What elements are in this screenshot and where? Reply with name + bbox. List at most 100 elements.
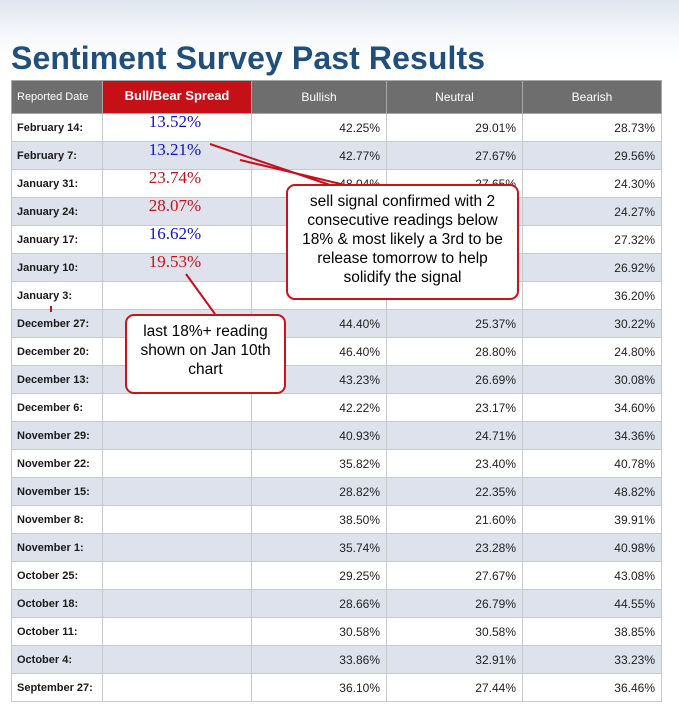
cell-neutral: 23.17% (386, 393, 523, 422)
cell-neutral: 22.35% (386, 477, 523, 506)
cell-bullish: 42.22% (251, 393, 387, 422)
spread-value: 13.52% (148, 112, 202, 131)
cell-spread (102, 505, 252, 534)
cell-spread (102, 421, 252, 450)
header-bullish: Bullish (251, 80, 387, 114)
cell-bearish: 43.08% (522, 561, 662, 590)
cell-bullish: 35.74% (251, 533, 387, 562)
spread-value: 23.74% (148, 168, 202, 187)
cell-date: September 27: (11, 673, 103, 702)
table-row: November 29: 40.93% 24.71% 34.36% (11, 421, 662, 450)
cell-date: November 1: (11, 533, 103, 562)
cell-neutral: 27.44% (386, 673, 523, 702)
sell-signal-callout: sell signal confirmed with 2 consecutive… (286, 184, 519, 300)
cell-spread (102, 617, 252, 646)
spread-value: 13.21% (148, 140, 202, 159)
cell-date: January 3: (11, 281, 103, 310)
table-row: October 25: 29.25% 27.67% 43.08% (11, 561, 662, 590)
cell-date: February 7: (11, 141, 103, 170)
cell-spread (102, 393, 252, 422)
cell-bullish: 30.58% (251, 617, 387, 646)
table-row: December 13: 43.23% 26.69% 30.08% (11, 365, 662, 394)
table-row: September 27: 36.10% 27.44% 36.46% (11, 673, 662, 702)
header-bearish: Bearish (522, 80, 662, 114)
header-reported-date: Reported Date (11, 80, 103, 114)
cell-bearish: 44.55% (522, 589, 662, 618)
table-row: November 22: 35.82% 23.40% 40.78% (11, 449, 662, 478)
cell-neutral: 27.67% (386, 561, 523, 590)
table-row: November 8: 38.50% 21.60% 39.91% (11, 505, 662, 534)
cell-spread (102, 589, 252, 618)
cell-neutral: 30.58% (386, 617, 523, 646)
cell-bullish: 40.93% (251, 421, 387, 450)
cell-bullish: 28.66% (251, 589, 387, 618)
table-row: December 27: 44.40% 25.37% 30.22% (11, 309, 662, 338)
cell-neutral: 32.91% (386, 645, 523, 674)
cell-date: October 4: (11, 645, 103, 674)
cell-bullish: 38.50% (251, 505, 387, 534)
cell-date: January 10: (11, 253, 103, 282)
cell-bearish: 27.32% (522, 225, 662, 254)
cell-spread (102, 449, 252, 478)
cell-date: December 13: (11, 365, 103, 394)
cell-bullish: 28.82% (251, 477, 387, 506)
cell-bearish: 33.23% (522, 645, 662, 674)
cell-date: December 6: (11, 393, 103, 422)
cell-neutral: 26.79% (386, 589, 523, 618)
table-row: October 4: 33.86% 32.91% 33.23% (11, 645, 662, 674)
cell-date: December 20: (11, 337, 103, 366)
cell-bearish: 48.82% (522, 477, 662, 506)
table-row: February 7: 42.77% 27.67% 29.56% (11, 141, 662, 170)
cell-bearish: 26.92% (522, 253, 662, 282)
cell-date: October 25: (11, 561, 103, 590)
cell-bearish: 40.78% (522, 449, 662, 478)
cell-bearish: 39.91% (522, 505, 662, 534)
cell-spread (102, 533, 252, 562)
cell-bullish: 33.86% (251, 645, 387, 674)
spread-value: 19.53% (148, 252, 202, 271)
cell-bearish: 30.22% (522, 309, 662, 338)
cell-neutral: 28.80% (386, 337, 523, 366)
cell-spread (102, 281, 252, 310)
cell-spread (102, 113, 252, 142)
cell-bearish: 24.80% (522, 337, 662, 366)
cell-date: November 22: (11, 449, 103, 478)
cell-date: November 15: (11, 477, 103, 506)
cell-spread (102, 645, 252, 674)
cell-bullish: 42.25% (251, 113, 387, 142)
cell-date: October 18: (11, 589, 103, 618)
cell-spread (102, 225, 252, 254)
page-title: Sentiment Survey Past Results (11, 40, 486, 76)
table-row: February 14: 42.25% 29.01% 28.73% (11, 113, 662, 142)
cell-date: January 24: (11, 197, 103, 226)
cell-bearish: 30.08% (522, 365, 662, 394)
cell-neutral: 27.67% (386, 141, 523, 170)
cell-neutral: 29.01% (386, 113, 523, 142)
cell-date: November 8: (11, 505, 103, 534)
cell-date: February 14: (11, 113, 103, 142)
cell-bearish: 28.73% (522, 113, 662, 142)
cell-bearish: 36.46% (522, 673, 662, 702)
cell-bearish: 34.36% (522, 421, 662, 450)
cell-date: November 29: (11, 421, 103, 450)
table-header-row: Reported Date Bull/Bear Spread Bullish N… (11, 80, 662, 114)
cell-neutral: 23.40% (386, 449, 523, 478)
cell-neutral: 23.28% (386, 533, 523, 562)
cell-bearish: 38.85% (522, 617, 662, 646)
cell-neutral: 24.71% (386, 421, 523, 450)
header-neutral: Neutral (386, 80, 523, 114)
cell-neutral: 26.69% (386, 365, 523, 394)
cell-spread (102, 673, 252, 702)
cell-neutral: 21.60% (386, 505, 523, 534)
cell-spread (102, 477, 252, 506)
cell-bearish: 29.56% (522, 141, 662, 170)
table-row: November 15: 28.82% 22.35% 48.82% (11, 477, 662, 506)
table-row: October 11: 30.58% 30.58% 38.85% (11, 617, 662, 646)
table-row: December 6: 42.22% 23.17% 34.60% (11, 393, 662, 422)
cell-bullish: 36.10% (251, 673, 387, 702)
spread-value: 16.62% (148, 224, 202, 243)
cell-date: December 27: (11, 309, 103, 338)
sentiment-results-table: Reported Date Bull/Bear Spread Bullish N… (11, 80, 662, 702)
cell-spread (102, 561, 252, 590)
table-row: December 20: 46.40% 28.80% 24.80% (11, 337, 662, 366)
